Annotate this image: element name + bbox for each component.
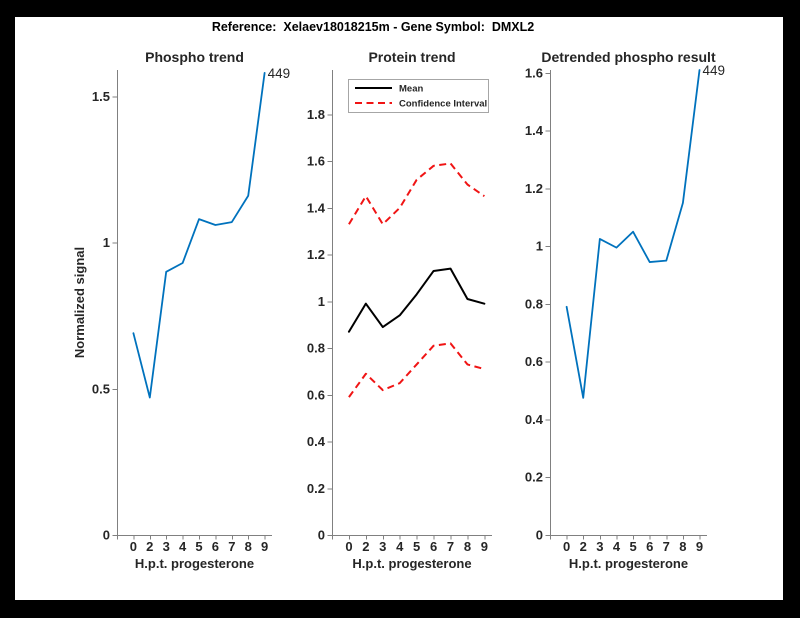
x-tick-label: 8 [679, 539, 686, 554]
y-tick-label: 0.8 [307, 341, 325, 356]
panel-title: Protein trend [368, 49, 455, 65]
x-tick-label: 4 [396, 539, 404, 554]
x-tick-label: 7 [228, 539, 235, 554]
x-axis-label: H.p.t. progesterone [135, 556, 254, 571]
x-tick-label: 9 [481, 539, 488, 554]
panel-detrended-phospho-result: 0 2 3 4 5 6 7 8 900.20.40.60.811.21.41.6Detrende… [525, 49, 725, 571]
x-tick-label: 6 [646, 539, 653, 554]
series-line [348, 162, 485, 226]
y-axis-label: Normalized signal [72, 247, 87, 358]
axes-phospho-trend [112, 70, 272, 540]
y-tick-label: 1.6 [525, 65, 543, 80]
y-tick-label: 1 [318, 294, 325, 309]
x-axis-label: H.p.t. progesterone [569, 556, 688, 571]
y-tick-label: 1.8 [307, 107, 325, 122]
y-tick-label: 1 [103, 235, 110, 250]
y-tick-label: 0 [103, 528, 110, 543]
y-tick-label: 1 [536, 239, 543, 254]
axes-detrended-phospho-result [545, 70, 707, 540]
x-tick-label: 3 [379, 539, 386, 554]
y-tick-label: 1.4 [525, 123, 544, 138]
series-line [348, 342, 485, 398]
y-tick-label: 0.5 [92, 381, 110, 396]
y-tick-label: 0.4 [307, 434, 326, 449]
legend-label: Mean [399, 84, 423, 95]
x-tick-label: 0 [345, 539, 352, 554]
y-tick-label: 1.4 [307, 200, 326, 215]
endpoint-annotation: 449 [268, 66, 291, 81]
y-tick-label: 0.4 [525, 412, 544, 427]
y-tick-label: 1.2 [307, 247, 325, 262]
x-axis-label: H.p.t. progesterone [352, 556, 471, 571]
x-tick-label: 7 [447, 539, 454, 554]
x-tick-label: 2 [580, 539, 587, 554]
y-tick-label: 1.6 [307, 154, 325, 169]
series-line [565, 69, 701, 399]
y-tick-label: 0.6 [525, 354, 543, 369]
x-tick-label: 5 [413, 539, 420, 554]
x-tick-label: 8 [245, 539, 252, 554]
x-tick-label: 0 [130, 539, 137, 554]
endpoint-annotation: 449 [703, 63, 726, 78]
x-tick-label: 5 [629, 539, 636, 554]
x-tick-label: 4 [613, 539, 621, 554]
x-tick-label: 7 [663, 539, 670, 554]
y-tick-label: 0 [536, 528, 543, 543]
y-tick-label: 1.2 [525, 181, 543, 196]
y-tick-label: 0.8 [525, 296, 543, 311]
legend-label: Confidence Interval [399, 99, 487, 110]
x-tick-label: 6 [212, 539, 219, 554]
y-tick-label: 0 [318, 528, 325, 543]
series-line [132, 72, 266, 399]
x-tick-label: 3 [163, 539, 170, 554]
y-tick-label: 0.2 [525, 470, 543, 485]
x-tick-label: 9 [261, 539, 268, 554]
x-tick-label: 2 [146, 539, 153, 554]
panel-title: Phospho trend [145, 49, 244, 65]
x-tick-label: 4 [179, 539, 187, 554]
x-tick-label: 8 [464, 539, 471, 554]
figure-canvas: Reference: Xelaev18018215m - Gene Symbol… [15, 17, 783, 600]
y-tick-label: 1.5 [92, 89, 110, 104]
axes-protein-trend [327, 70, 492, 540]
legend: Mean Confidence Interval [348, 79, 489, 113]
x-tick-label: 5 [195, 539, 202, 554]
x-tick-label: 9 [696, 539, 703, 554]
x-tick-label: 3 [596, 539, 603, 554]
x-tick-label: 0 [563, 539, 570, 554]
y-tick-label: 0.2 [307, 481, 325, 496]
x-tick-label: 6 [430, 539, 437, 554]
y-tick-label: 0.6 [307, 387, 325, 402]
panel-protein-trend: 0 2 3 4 5 6 7 8 900.20.40.60.811.21.41.61.8Prote… [307, 49, 492, 571]
panel-title: Detrended phospho result [541, 49, 716, 65]
series-line [347, 267, 486, 333]
figure-title: Reference: Xelaev18018215m - Gene Symbol… [211, 20, 535, 34]
x-tick-label: 2 [362, 539, 369, 554]
